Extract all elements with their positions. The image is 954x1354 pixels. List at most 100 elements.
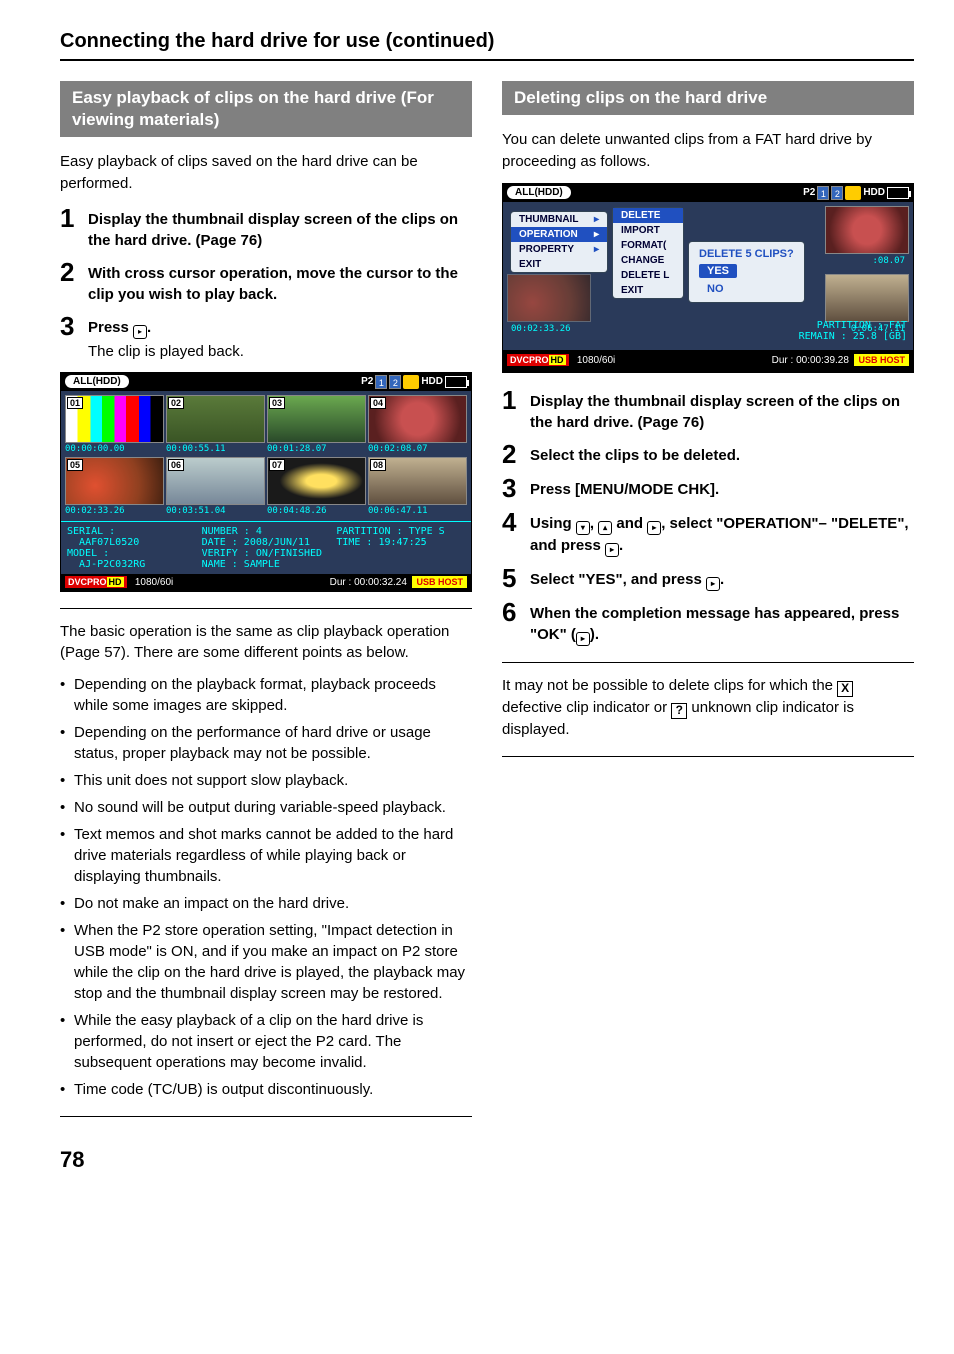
thumbnail-image: 08 (368, 457, 467, 505)
thumbnail-cell[interactable]: 0200:00:55.11 (166, 395, 265, 455)
video-mode: 1080/60i (577, 355, 615, 366)
thumbnail-number: 04 (370, 397, 386, 409)
thumbnail-number: 08 (370, 459, 386, 471)
thumbnail-timecode: 00:06:47.11 (368, 505, 467, 517)
menu-item[interactable]: EXIT (511, 257, 607, 272)
divider (502, 756, 914, 757)
thumbnail-cell[interactable]: 08 00:06:47.11 (368, 457, 467, 517)
usb-host-badge: USB HOST (854, 354, 909, 366)
screen-bottombar: DVCPROHD 1080/60i Dur : 00:00:39.28 USB … (503, 350, 913, 372)
clip-info-block: SERIAL : AAF07L0520 MODEL : AJ-P2C032RG … (61, 521, 471, 574)
unknown-clip-icon: ? (671, 703, 687, 719)
menu-item[interactable]: PROPERTY ▸ (511, 242, 607, 257)
set-button-icon: ▸ (706, 577, 720, 591)
menu-item[interactable]: THUMBNAIL ▸ (511, 212, 607, 227)
step-number: 3 (60, 313, 88, 339)
right-step-2: 2 Select the clips to be deleted. (502, 441, 914, 467)
right-step-1: 1 Display the thumbnail display screen o… (502, 387, 914, 433)
right-step-3: 3 Press [MENU/MODE CHK]. (502, 475, 914, 501)
thumbnail-image: 06 (166, 457, 265, 505)
thumbnail-cell[interactable]: 04 00:02:08.07 (368, 395, 467, 455)
divider (60, 608, 472, 609)
set-button-icon: ▸ (605, 543, 619, 557)
thumbnail-number: 01 (67, 397, 83, 409)
info-number: NUMBER : 4 DATE : 2008/JUN/11 VERIFY : O… (202, 526, 331, 570)
note-item: When the P2 store operation setting, "Im… (60, 920, 472, 1004)
left-step-1: 1 Display the thumbnail display screen o… (60, 205, 472, 251)
delete-menu-screen: ALL(HDD) P2 1 2 HDD :08.07 0:06:47.11 00… (502, 183, 914, 373)
screen-body: :08.07 0:06:47.11 00:02:33.26 THUMBNAIL … (503, 202, 913, 372)
thumbnail-cell[interactable]: 0700:04:48.26 (267, 457, 366, 517)
set-button-icon: ▸ (576, 632, 590, 646)
step-text: When the completion message has appeared… (530, 599, 914, 646)
step-text: Select the clips to be deleted. (530, 441, 740, 466)
note-item: While the easy playback of a clip on the… (60, 1010, 472, 1073)
menu-item[interactable]: OPERATION ▸ (511, 227, 607, 242)
right-step-4: 4 Using ▾, ▴ and ▸, select "OPERATION"– … (502, 509, 914, 557)
menu-item[interactable]: CHANGE (613, 253, 683, 268)
left-step-2: 2 With cross cursor operation, move the … (60, 259, 472, 305)
hdd-icon (403, 375, 419, 389)
step-number: 5 (502, 565, 530, 591)
defective-clip-icon: X (837, 681, 853, 697)
notes-list: Depending on the playback format, playba… (60, 674, 472, 1100)
note-item: Do not make an impact on the hard drive. (60, 893, 472, 914)
divider (60, 1116, 472, 1117)
dialog-yes-button[interactable]: YES (699, 264, 737, 278)
menu-item[interactable]: DELETE (613, 208, 683, 223)
note-item: No sound will be output during variable-… (60, 797, 472, 818)
thumbnail-screen: ALL(HDD) P2 1 2 HDD 0100:00:00.000200:00… (60, 372, 472, 592)
thumbnail-number: 06 (168, 459, 184, 471)
thumbnail-cell[interactable]: 0600:03:51.04 (166, 457, 265, 517)
step-text: Press [MENU/MODE CHK]. (530, 475, 719, 500)
menu-item[interactable]: FORMAT( (613, 238, 683, 253)
thumbnail-image: 02 (166, 395, 265, 443)
confirm-dialog[interactable]: DELETE 5 CLIPS? YES NO (689, 242, 804, 302)
step-number: 4 (502, 509, 530, 535)
partial-timecode: 00:02:33.26 (511, 324, 571, 334)
partition-info: PARTITION : FAT REMAIN : 25.8 [GB] (799, 320, 907, 342)
thumbnail-image: 04 (368, 395, 467, 443)
step-text: With cross cursor operation, move the cu… (88, 259, 472, 305)
usb-host-badge: USB HOST (412, 576, 467, 588)
screen-topbar: ALL(HDD) P2 1 2 HDD (61, 373, 471, 391)
screen-topbar: ALL(HDD) P2 1 2 HDD (503, 184, 913, 202)
operation-submenu[interactable]: DELETEIMPORTFORMAT(CHANGE DELETE LEXIT (613, 208, 683, 298)
info-serial: SERIAL : AAF07L0520 MODEL : AJ-P2C032RG (67, 526, 196, 570)
duration-label: Dur : 00:00:39.28 (772, 355, 849, 366)
left-step-3: 3 Press ▸. The clip is played back. (60, 313, 472, 362)
menu-item[interactable]: DELETE L (613, 268, 683, 283)
main-menu[interactable]: THUMBNAIL ▸OPERATION ▸PROPERTY ▸EXIT (511, 212, 607, 272)
up-button-icon: ▴ (598, 521, 612, 535)
menu-item[interactable]: IMPORT (613, 223, 683, 238)
bg-thumb (825, 206, 909, 254)
divider (502, 662, 914, 663)
battery-icon (445, 376, 467, 388)
thumbnail-cell[interactable]: 0100:00:00.00 (65, 395, 164, 455)
status-icons: P2 1 2 HDD (361, 375, 467, 389)
right-step-5: 5 Select "YES", and press ▸. (502, 565, 914, 591)
thumbnail-cell[interactable]: 0500:02:33.26 (65, 457, 164, 517)
dialog-title: DELETE 5 CLIPS? (699, 248, 794, 260)
menu-item[interactable]: EXIT (613, 283, 683, 298)
step-number: 6 (502, 599, 530, 625)
step-note: The clip is played back. (88, 341, 244, 362)
hdd-icon (845, 186, 861, 200)
note-item: Text memos and shot marks cannot be adde… (60, 824, 472, 887)
page-number: 78 (60, 1147, 914, 1173)
thumbnail-timecode: 00:02:08.07 (368, 443, 467, 455)
duration-usb: Dur : 00:00:32.24 USB HOST (330, 577, 467, 588)
step-number: 1 (502, 387, 530, 413)
view-mode-pill: ALL(HDD) (65, 375, 129, 388)
thumbnail-timecode: 00:01:28.07 (267, 443, 366, 455)
thumbnail-cell[interactable]: 0300:01:28.07 (267, 395, 366, 455)
thumbnail-timecode: 00:04:48.26 (267, 505, 366, 517)
note-item: Depending on the playback format, playba… (60, 674, 472, 716)
step-number: 3 (502, 475, 530, 501)
dialog-no-button[interactable]: NO (699, 282, 732, 296)
step-number: 2 (60, 259, 88, 285)
step-text: Display the thumbnail display screen of … (530, 387, 914, 433)
screen-bottombar: DVCPROHD 1080/60i Dur : 00:00:32.24 USB … (61, 574, 471, 591)
thumbnail-image: 07 (267, 457, 366, 505)
format-badge: DVCPROHD 1080/60i (507, 355, 615, 366)
